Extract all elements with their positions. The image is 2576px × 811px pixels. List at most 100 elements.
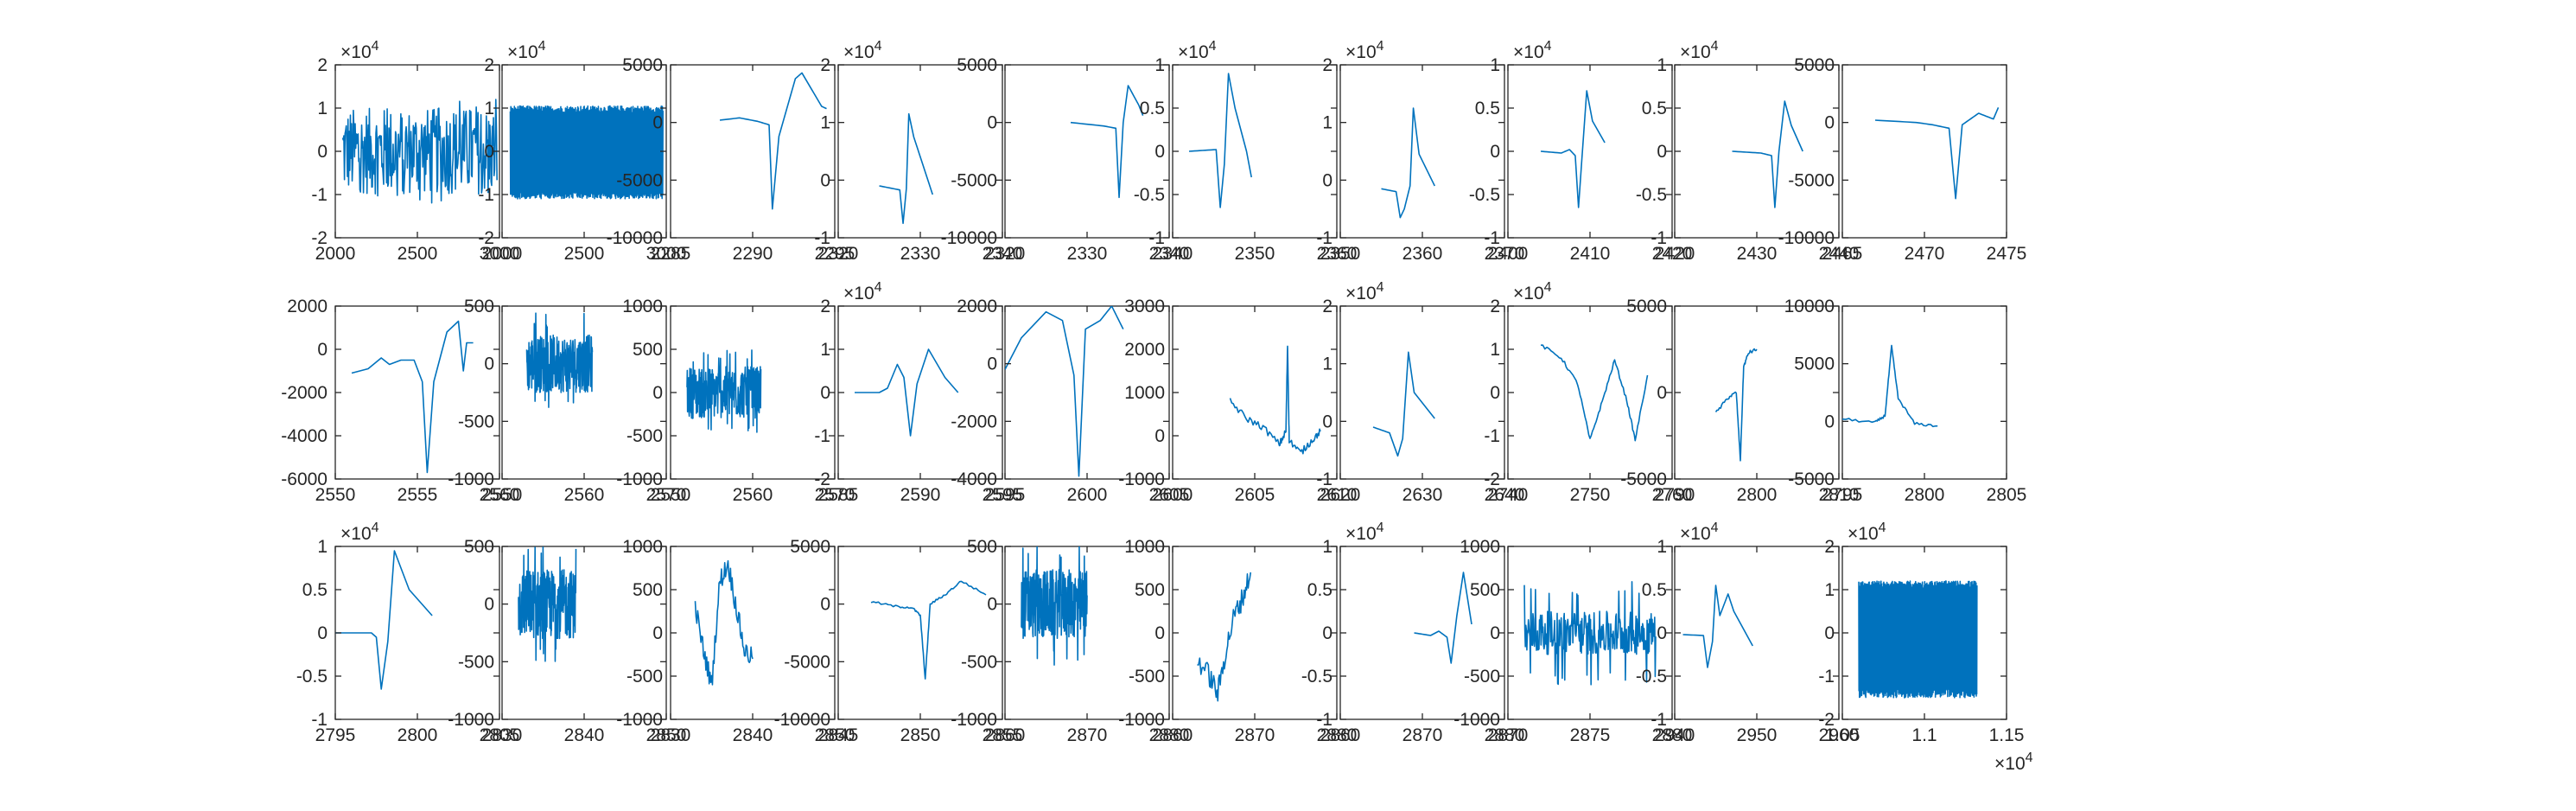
y-tick-label: -0.5 [1636, 185, 1667, 205]
y-tick-label: -10000 [941, 228, 997, 248]
y-tick-label: -1 [311, 185, 328, 205]
x-tick-label: 2940 [1655, 725, 1695, 745]
y-tick-label: -1 [311, 710, 328, 730]
y-tick-label: 2 [820, 55, 830, 75]
axes-box [837, 64, 1003, 239]
x-tick-label: 2950 [1737, 725, 1778, 745]
y-tick-label: -0.5 [1134, 185, 1165, 205]
y-tick-label: 0.5 [1642, 99, 1667, 118]
x-tick-label: 3000 [480, 244, 520, 264]
y-tick-label: -4000 [281, 426, 328, 446]
series-line [509, 105, 664, 200]
y-tick-label: 2 [1490, 297, 1500, 316]
x-tick-label: 2605 [1235, 485, 1275, 505]
y-tick-label: 0 [820, 595, 830, 615]
subplot-6: 2340 2350 2360-1-0.500.51×104 [1134, 39, 1358, 264]
subplot-30: 1.05 1.1 1.15 -2 -1 0 1 2 ×104 ×104 [1818, 520, 2032, 774]
axes-box [1004, 305, 1170, 480]
x-tick-label: 2350 [1235, 244, 1275, 264]
axes-box [1507, 305, 1673, 480]
subplot-21: 2795 2800 2805 -1 -0.5 0 0.5 1 ×104 [296, 520, 520, 745]
x-tick-label: 2855 [983, 725, 1023, 745]
y-tick-label: -1 [814, 228, 830, 248]
y-tick-label: 2000 [957, 297, 997, 316]
y-tick-label: 0 [1322, 170, 1333, 190]
x-tick-label: 2870 [1402, 725, 1443, 745]
x-tick-label: 2870 [1067, 725, 1108, 745]
y-tick-label: -5000 [616, 170, 663, 190]
y-tick-label: 0 [987, 113, 997, 133]
y-tick-label: 2 [1322, 55, 1333, 75]
y-tick-label: 10000 [1784, 297, 1835, 316]
y-tick-label: 5000 [622, 55, 663, 75]
y-tick-label: -0.5 [296, 667, 328, 686]
series-line [1732, 100, 1803, 208]
x-tick-label: 2410 [1570, 244, 1611, 264]
y-tick-label: 0 [317, 623, 328, 643]
x-tick-label: 3000 [646, 244, 687, 264]
subplot-15: 2595 2600 2605 -4000 -2000 0 2000 [951, 297, 1189, 505]
y-tick-label: -10000 [774, 710, 830, 730]
series-line [1523, 581, 1657, 686]
series-line [719, 72, 827, 210]
series-line [1540, 90, 1606, 208]
y-tick-label: 500 [633, 580, 663, 600]
y-exponent-label: ×104 [1345, 39, 1384, 62]
y-tick-label: 0 [484, 354, 494, 374]
y-tick-label: 500 [1135, 580, 1165, 600]
x-tick-label: 2290 [733, 244, 773, 264]
y-tick-label: -1 [478, 185, 494, 205]
x-tick-label: 2880 [1485, 725, 1525, 745]
y-tick-label: 0 [1824, 412, 1835, 431]
y-tick-label: 0 [1322, 412, 1333, 431]
x-tick-label: 2500 [564, 244, 605, 264]
x-tick-label: 2805 [480, 725, 520, 745]
subplot-29: 2940 2950 2960 -1 -0.5 0 0.5 1 ×104 [1636, 520, 1860, 745]
y-tick-label: -1000 [1118, 710, 1165, 730]
x-tick-label: 2590 [900, 485, 941, 505]
y-exponent-label: ×104 [507, 39, 546, 62]
subplot-27: 2860 2870 2880-1-0.500.51×104 [1301, 520, 1525, 745]
series-line [1714, 348, 1758, 462]
y-tick-label: 1 [1657, 537, 1667, 557]
axes-box [837, 546, 1003, 720]
y-tick-label: 0 [317, 142, 328, 162]
series-line [351, 320, 474, 474]
y-tick-label: -0.5 [1469, 185, 1500, 205]
y-tick-label: 0 [1322, 623, 1333, 643]
series-line [686, 349, 762, 433]
y-tick-label: 0.5 [302, 580, 328, 600]
x-tick-label: 2595 [985, 485, 1026, 505]
y-exponent-label: ×104 [1513, 39, 1552, 62]
y-tick-label: 0 [652, 623, 663, 643]
x-tick-label: 2330 [1067, 244, 1108, 264]
y-tick-label: -1 [1148, 228, 1165, 248]
x-tick-label: 2880 [1149, 725, 1190, 745]
subplot-8: 2400 2410 2420-1-0.500.51×104 [1469, 39, 1693, 264]
y-exponent-label: ×104 [843, 280, 882, 303]
y-tick-label: 1 [317, 99, 328, 118]
y-tick-label: -2 [478, 228, 494, 248]
x-tick-label: 2550 [315, 485, 356, 505]
y-exponent-label: ×104 [1345, 280, 1384, 303]
y-tick-label: 1 [820, 113, 830, 133]
y-tick-label: -1 [1651, 710, 1667, 730]
y-exponent-label: ×104 [1680, 520, 1719, 544]
x-tick-label: 2595 [983, 485, 1023, 505]
x-tick-label: 2845 [818, 725, 859, 745]
x-tick-label: 2795 [1822, 485, 1863, 505]
y-tick-label: 5000 [1794, 354, 1835, 374]
axes-box [1339, 305, 1505, 480]
y-tick-label: 0 [987, 595, 997, 615]
y-exponent-label: ×104 [1345, 520, 1384, 544]
y-tick-label: 1000 [1460, 537, 1500, 557]
y-tick-label: 5000 [1626, 297, 1667, 316]
x-tick-label: 2960 [1819, 725, 1860, 745]
series-line [1021, 546, 1088, 666]
series-line [1372, 351, 1435, 457]
x-tick-label: 2790 [1655, 485, 1695, 505]
